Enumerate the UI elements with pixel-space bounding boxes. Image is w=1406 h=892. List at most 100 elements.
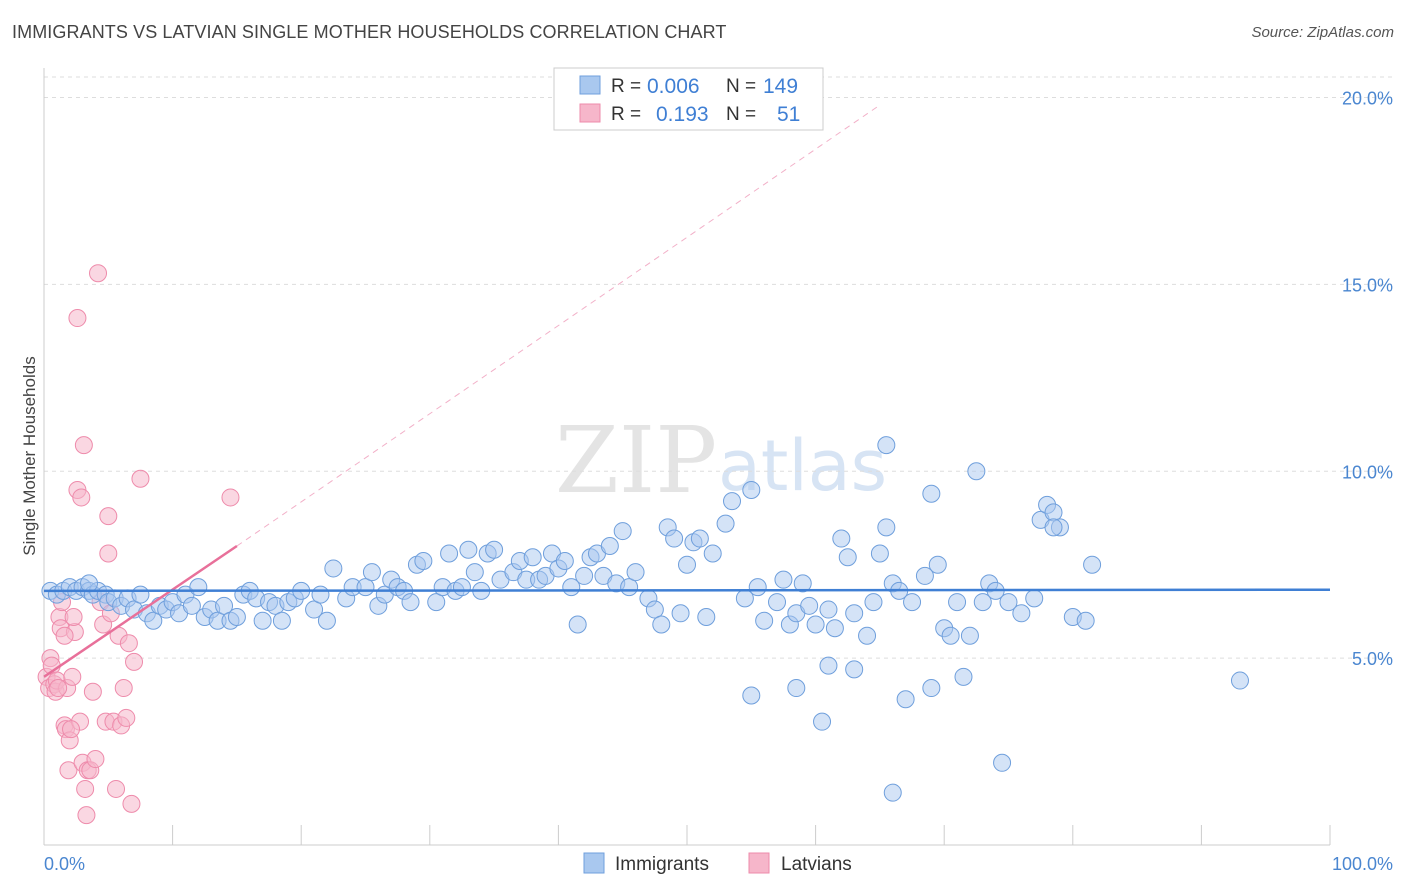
point-immigrants [414, 551, 433, 570]
point-immigrants [922, 484, 941, 503]
point-latvians [114, 679, 133, 698]
point-immigrants [922, 679, 941, 698]
point-immigrants [928, 555, 947, 574]
point-immigrants [227, 608, 246, 627]
point-latvians [107, 779, 126, 798]
legend-label-latvians: Latvians [781, 854, 852, 875]
point-immigrants [324, 559, 343, 578]
stats-n-value-immigrants: 149 [763, 75, 798, 98]
point-immigrants [311, 585, 330, 604]
point-latvians [63, 667, 82, 686]
point-immigrants [703, 544, 722, 563]
point-immigrants [356, 578, 375, 597]
stats-r-value-immigrants: 0.006 [647, 75, 700, 98]
point-immigrants [838, 548, 857, 567]
point-immigrants [401, 593, 420, 612]
series-latvians [37, 264, 240, 825]
stats-r-label-immigrants: R = [611, 76, 646, 97]
point-immigrants [671, 604, 690, 623]
point-latvians [221, 488, 240, 507]
point-immigrants [960, 626, 979, 645]
point-immigrants [993, 753, 1012, 772]
point-immigrants [915, 566, 934, 585]
point-immigrants [189, 578, 208, 597]
y-tick-label: 5.0% [1352, 649, 1393, 669]
point-immigrants [1025, 589, 1044, 608]
trend-latvians-extrapolated [236, 104, 881, 547]
point-latvians [62, 720, 81, 739]
grid-lines [44, 76, 1392, 659]
point-immigrants [768, 593, 787, 612]
point-immigrants [787, 679, 806, 698]
point-immigrants [954, 667, 973, 686]
point-immigrants [1012, 604, 1031, 623]
legend-swatch-immigrants [583, 852, 605, 874]
axes [43, 68, 1331, 846]
point-immigrants [613, 522, 632, 541]
stats-swatch-latvians [579, 103, 601, 123]
point-immigrants [575, 566, 594, 585]
trend-latvians [43, 544, 238, 678]
point-immigrants [748, 578, 767, 597]
point-latvians [77, 806, 96, 825]
point-immigrants [131, 585, 150, 604]
point-immigrants [903, 593, 922, 612]
point-immigrants [645, 600, 664, 619]
point-latvians [64, 608, 83, 627]
point-latvians [99, 544, 118, 563]
y-tick-labels: 5.0% 10.0% 15.0% 20.0% [1342, 89, 1393, 670]
point-immigrants [427, 593, 446, 612]
point-immigrants [144, 611, 163, 630]
point-latvians [68, 309, 87, 328]
point-immigrants [877, 518, 896, 537]
point-immigrants [864, 593, 883, 612]
point-immigrants [941, 626, 960, 645]
point-immigrants [819, 600, 838, 619]
point-immigrants [896, 690, 915, 709]
stats-n-label-immigrants: N = [726, 76, 761, 97]
point-immigrants [870, 544, 889, 563]
point-immigrants [1230, 671, 1249, 690]
point-latvians [122, 794, 141, 813]
point-immigrants [973, 593, 992, 612]
point-immigrants [305, 600, 324, 619]
point-immigrants [755, 611, 774, 630]
point-immigrants [665, 529, 684, 548]
point-latvians [74, 436, 93, 455]
trend-lines [43, 104, 1331, 678]
chart-title: IMMIGRANTS VS LATVIAN SINGLE MOTHER HOUS… [12, 22, 727, 42]
point-immigrants [459, 540, 478, 559]
point-immigrants [723, 492, 742, 511]
point-immigrants [626, 563, 645, 582]
point-immigrants [600, 537, 619, 556]
point-immigrants [800, 596, 819, 615]
point-latvians [86, 750, 105, 769]
point-immigrants [832, 529, 851, 548]
point-immigrants [440, 544, 459, 563]
point-latvians [76, 779, 95, 798]
trend-immigrants [43, 588, 1331, 593]
point-immigrants [690, 529, 709, 548]
point-immigrants [819, 656, 838, 675]
point-immigrants [452, 578, 471, 597]
point-immigrants [272, 611, 291, 630]
point-latvians [59, 761, 78, 780]
legend-label-immigrants: Immigrants [615, 854, 709, 875]
x-tick-labels: 0.0% 100.0% [44, 854, 1393, 874]
point-immigrants [182, 596, 201, 615]
point-latvians [55, 626, 74, 645]
stats-legend: R = 0.006 N = 149 R = 0.193 N = 51 [553, 67, 824, 131]
x-tick-label: 100.0% [1332, 854, 1393, 874]
point-immigrants [999, 593, 1018, 612]
point-immigrants [845, 604, 864, 623]
point-latvians [89, 264, 108, 283]
point-immigrants [697, 608, 716, 627]
point-immigrants [845, 660, 864, 679]
point-immigrants [253, 611, 272, 630]
point-immigrants [877, 436, 896, 455]
point-latvians [83, 682, 102, 701]
point-immigrants [948, 593, 967, 612]
point-immigrants [806, 615, 825, 634]
point-immigrants [742, 480, 761, 499]
point-latvians [117, 708, 136, 727]
